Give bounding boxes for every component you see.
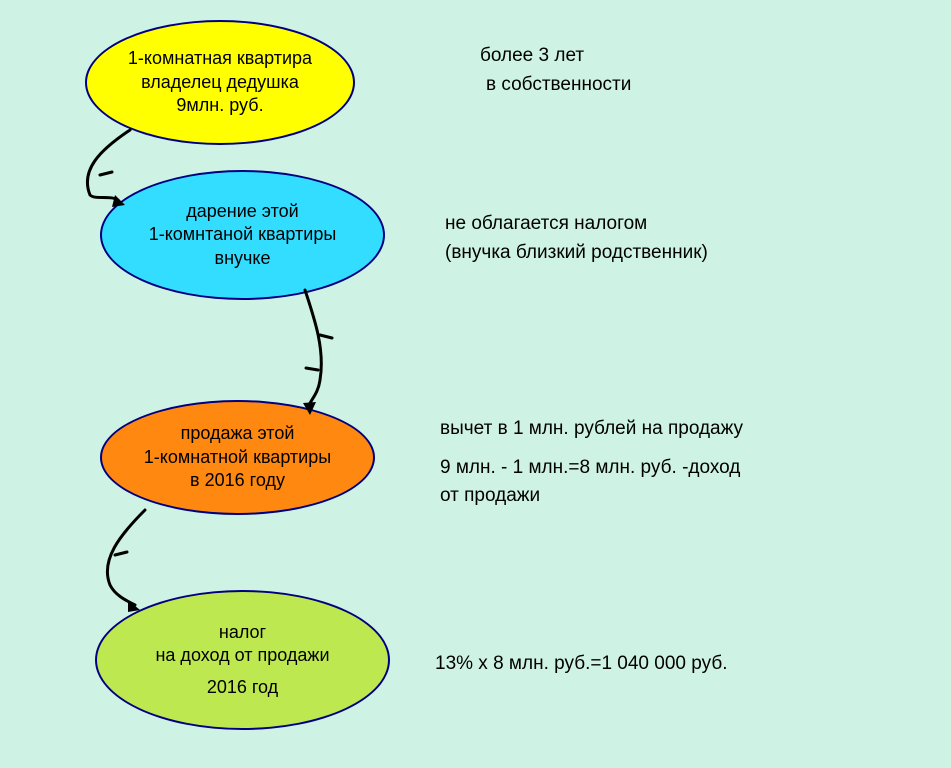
annotation-line: 9 млн. - 1 млн.=8 млн. руб. -доход (440, 454, 743, 483)
annotation-calculation: 13% х 8 млн. руб.=1 040 000 руб. (435, 650, 728, 679)
annotation-deduction: вычет в 1 млн. рублей на продажу 9 млн. … (440, 415, 743, 511)
node-text-line: на доход от продажи (155, 644, 329, 667)
flowchart-node-tax: налог на доход от продажи 2016 год (95, 590, 390, 730)
node-text-line: налог (219, 621, 266, 644)
annotation-ownership: более 3 лет в собственности (480, 42, 631, 99)
node-text-line: внучке (215, 247, 271, 270)
flowchart-node-gift: дарение этой 1-комнтаной квартиры внучке (100, 170, 385, 300)
node-text-line: 1-комнатной квартиры (144, 446, 331, 469)
node-text-line: дарение этой (186, 200, 298, 223)
annotation-line: в собственности (480, 71, 631, 100)
annotation-line: от продажи (440, 482, 743, 511)
annotation-line: более 3 лет (480, 42, 631, 71)
node-text-line: 1-комнатная квартира (128, 47, 312, 70)
annotation-no-tax: не облагается налогом (внучка близкий ро… (445, 210, 708, 267)
node-text-line: продажа этой (181, 422, 295, 445)
flowchart-node-apartment: 1-комнатная квартира владелец дедушка 9м… (85, 20, 355, 145)
annotation-line: 13% х 8 млн. руб.=1 040 000 руб. (435, 650, 728, 679)
node-text-line: в 2016 году (190, 469, 285, 492)
node-text-line: 2016 год (207, 676, 278, 699)
annotation-line: вычет в 1 млн. рублей на продажу (440, 415, 743, 444)
flowchart-node-sale: продажа этой 1-комнатной квартиры в 2016… (100, 400, 375, 515)
annotation-line: (внучка близкий родственник) (445, 239, 708, 268)
node-text-line: владелец дедушка (141, 71, 299, 94)
node-text-line: 9млн. руб. (176, 94, 263, 117)
annotation-line: не облагается налогом (445, 210, 708, 239)
node-text-line: 1-комнтаной квартиры (149, 223, 337, 246)
